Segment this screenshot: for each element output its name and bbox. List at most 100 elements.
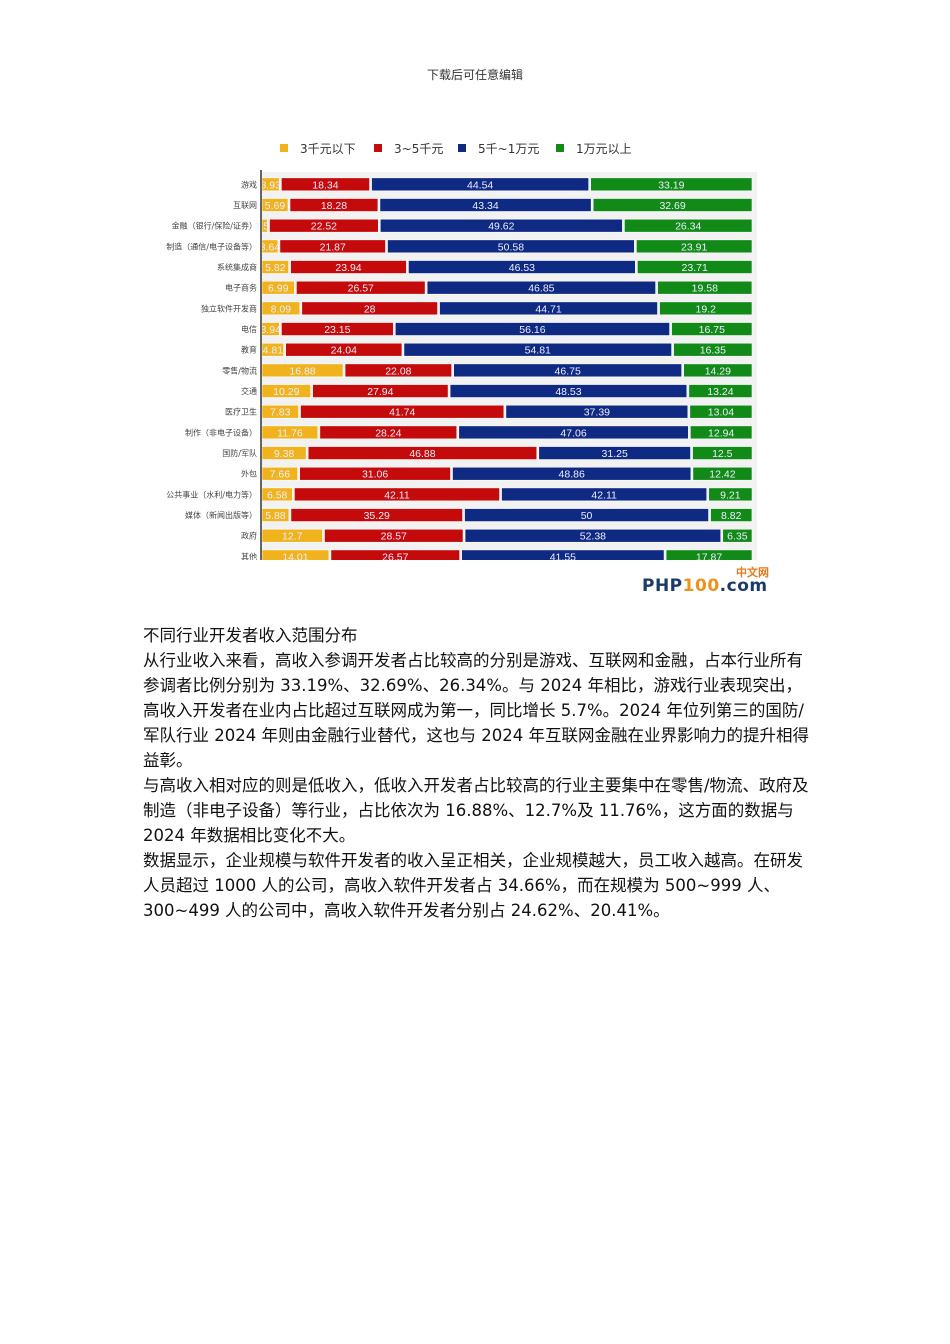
bar-segment bbox=[281, 322, 394, 336]
data-label: 52.38 bbox=[580, 531, 606, 543]
bar-segment bbox=[452, 466, 692, 481]
data-label: 42.11 bbox=[384, 489, 410, 501]
bar-segment bbox=[659, 301, 753, 316]
data-label: 44.71 bbox=[535, 303, 561, 315]
data-label: 22.08 bbox=[385, 365, 411, 377]
category-label: 教育 bbox=[241, 345, 257, 355]
bar-segment bbox=[324, 528, 464, 543]
data-label: 46.85 bbox=[528, 283, 554, 295]
category-label: 零售/物流 bbox=[222, 365, 257, 375]
data-label: 12.7 bbox=[282, 531, 303, 543]
bar-segment bbox=[689, 404, 753, 419]
data-label: 18.28 bbox=[321, 200, 347, 212]
data-label: 31.06 bbox=[362, 469, 388, 481]
data-label: 4.81 bbox=[263, 345, 284, 357]
data-label: 10.29 bbox=[273, 386, 299, 398]
data-label: 31.25 bbox=[602, 448, 628, 460]
bar-segment bbox=[261, 404, 299, 419]
data-label: 46.75 bbox=[555, 365, 581, 377]
bar-segment bbox=[281, 177, 370, 192]
paragraph: 数据显示，企业规模与软件开发者的收入呈正相关，企业规模越大，员工收入越高。在研发… bbox=[143, 851, 803, 920]
data-label: 18.34 bbox=[312, 179, 338, 191]
bar-segment bbox=[624, 218, 753, 233]
data-label: 42.11 bbox=[591, 489, 617, 501]
bar-segment bbox=[261, 549, 330, 560]
logo-100: 100 bbox=[682, 576, 720, 596]
data-label: 6.35 bbox=[727, 531, 748, 543]
bar-segment bbox=[403, 342, 672, 357]
legend-swatch bbox=[556, 144, 564, 152]
bar-segment bbox=[692, 446, 753, 460]
category-label: 外包 bbox=[241, 469, 257, 479]
bar-segment bbox=[261, 363, 344, 378]
data-label: 3.93 bbox=[260, 179, 281, 191]
data-label: 28 bbox=[364, 303, 376, 315]
data-label: 19.2 bbox=[696, 303, 717, 315]
bar-segment bbox=[501, 487, 708, 502]
data-label: 3.64 bbox=[260, 241, 281, 253]
data-label: 28.24 bbox=[375, 427, 401, 439]
bar-segment bbox=[665, 549, 753, 560]
category-label: 电信 bbox=[241, 324, 257, 334]
bar-segment bbox=[261, 301, 301, 316]
data-label: 8.82 bbox=[721, 510, 742, 522]
bar-segment bbox=[657, 280, 753, 295]
bar-segment bbox=[637, 260, 753, 274]
data-label: 48.53 bbox=[555, 386, 581, 398]
category-label: 交通 bbox=[241, 386, 257, 396]
body-text: 不同行业开发者收入范围分布 从行业收入来看，高收入参调开发者占比较高的分别是游戏… bbox=[143, 623, 813, 923]
bar-segment bbox=[296, 280, 426, 295]
paragraph: 从行业收入来看，高收入参调开发者占比较高的分别是游戏、互联网和金融，占本行业所有… bbox=[143, 651, 809, 770]
data-label: 26.57 bbox=[382, 551, 408, 560]
bar-segment bbox=[289, 198, 379, 212]
data-label: 23.15 bbox=[324, 324, 350, 336]
data-label: 50.58 bbox=[498, 241, 524, 253]
bar-segment bbox=[261, 466, 298, 481]
bar-segment bbox=[290, 508, 463, 522]
legend-swatch bbox=[374, 144, 382, 152]
bar-segment bbox=[261, 260, 289, 274]
data-label: 5.88 bbox=[265, 510, 286, 522]
bar-segment bbox=[261, 342, 284, 357]
data-label: 27.94 bbox=[367, 386, 393, 398]
data-label: 21.87 bbox=[320, 241, 346, 253]
bar-segment bbox=[261, 280, 295, 295]
data-label: 23.94 bbox=[335, 262, 361, 274]
category-label: 互联网 bbox=[233, 201, 257, 210]
category-label: 政府 bbox=[241, 531, 257, 541]
legend-swatch bbox=[458, 144, 466, 152]
bar-segment bbox=[371, 177, 590, 192]
data-label: 11.76 bbox=[277, 427, 303, 439]
data-label: 16.88 bbox=[289, 365, 315, 377]
data-label: 7.66 bbox=[270, 469, 291, 481]
bar-segment bbox=[688, 384, 753, 398]
data-label: 35.29 bbox=[364, 510, 390, 522]
data-label: 3.94 bbox=[260, 324, 281, 336]
data-label: 14.29 bbox=[705, 365, 731, 377]
data-label: 16.75 bbox=[699, 324, 725, 336]
bar-segment bbox=[285, 342, 403, 357]
data-label: 17.87 bbox=[696, 551, 722, 560]
data-label: 9.21 bbox=[720, 489, 741, 501]
data-label: 9.38 bbox=[274, 448, 295, 460]
data-label: 8.09 bbox=[271, 303, 292, 315]
bar-segment bbox=[261, 177, 280, 192]
category-label: 制作（非电子设备） bbox=[185, 427, 257, 437]
data-label: 33.19 bbox=[658, 179, 684, 191]
data-label: 23.71 bbox=[682, 262, 708, 274]
category-label: 系统集成商 bbox=[217, 262, 257, 272]
bar-segment bbox=[319, 425, 458, 440]
bar-segment bbox=[261, 487, 293, 502]
bar-segment bbox=[671, 322, 753, 336]
data-label: 23.91 bbox=[681, 241, 707, 253]
bar-segment bbox=[458, 425, 689, 440]
data-label: 12.42 bbox=[709, 469, 735, 481]
bar-segment bbox=[261, 425, 319, 440]
data-label: 24.04 bbox=[331, 345, 357, 357]
bar-segment bbox=[294, 487, 500, 502]
bar-segment bbox=[312, 384, 449, 398]
bar-segment bbox=[710, 508, 753, 522]
data-label: 12.94 bbox=[708, 427, 734, 439]
